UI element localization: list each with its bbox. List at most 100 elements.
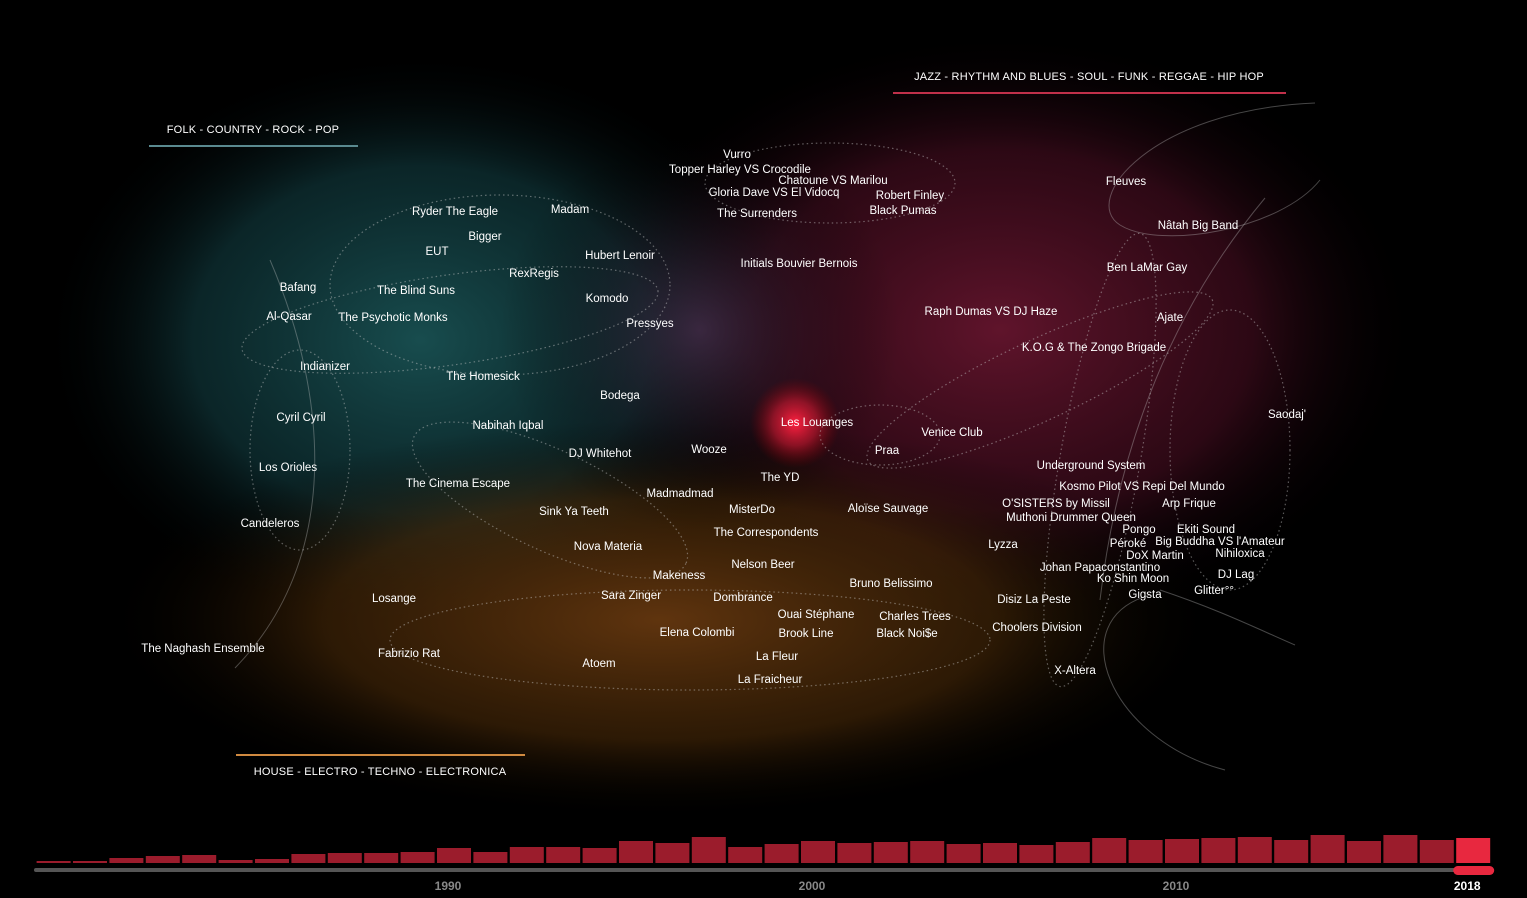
year-bar[interactable] [1019,845,1054,863]
artist-name[interactable]: Lyzza [988,539,1018,551]
artist-name[interactable]: Cyril Cyril [276,412,325,424]
artist-name[interactable]: Raph Dumas VS DJ Haze [925,306,1058,318]
artist-name[interactable]: Al-Qasar [266,311,312,323]
year-bar[interactable] [36,861,71,863]
artist-name[interactable]: Gigsta [1128,589,1162,601]
artist-name[interactable]: Choolers Division [992,622,1081,634]
year-bar[interactable] [145,856,180,863]
artist-name[interactable]: Chatoune VS Marilou [778,175,887,187]
artist-name[interactable]: Madam [551,204,589,216]
year-bar[interactable] [473,852,508,863]
year-bar[interactable] [327,853,362,863]
year-bar[interactable] [691,837,726,863]
year-bar[interactable] [619,841,653,863]
artist-name[interactable]: DJ Lag [1218,569,1254,581]
year-bar[interactable] [764,844,799,863]
artist-name[interactable]: Bafang [280,282,316,294]
artist-name[interactable]: Bodega [600,390,640,402]
artist-name[interactable]: Nova Materia [574,541,643,553]
artist-name[interactable]: Ouai Stéphane [778,609,855,621]
year-bar[interactable] [728,847,763,863]
artist-name[interactable]: DoX Martin [1126,550,1184,562]
artist-name[interactable]: Underground System [1037,460,1146,472]
artist-name[interactable]: Disiz La Peste [997,594,1071,606]
artist-name[interactable]: Indianizer [300,361,350,373]
year-bar[interactable] [1419,840,1454,863]
artist-name[interactable]: Sink Ya Teeth [539,506,609,518]
artist-name[interactable]: Pressyes [626,318,674,330]
artist-name[interactable]: Venice Club [921,427,982,439]
artist-name[interactable]: Losange [372,593,416,605]
artist-name[interactable]: La Fraicheur [738,674,803,686]
artist-name[interactable]: DJ Whitehot [569,448,632,460]
artist-name[interactable]: Ajate [1157,312,1183,324]
year-bar[interactable] [218,860,253,863]
artist-name[interactable]: Johan Papaconstantino [1040,562,1160,574]
artist-name[interactable]: Fleuves [1106,176,1147,188]
artist-name[interactable]: Vurro [723,149,751,161]
artist-name[interactable]: Big Buddha VS l'Amateur [1155,536,1285,548]
year-bar[interactable] [437,848,471,863]
artist-name[interactable]: The Blind Suns [377,285,455,297]
artist-name[interactable]: The Homesick [446,371,520,383]
artist-name[interactable]: Makeness [653,570,706,582]
artist-name[interactable]: Candeleros [241,518,300,530]
artist-name[interactable]: Black Noi$e [876,628,937,640]
year-bar[interactable] [364,853,399,863]
year-bar[interactable] [546,847,581,863]
year-bar[interactable] [1092,838,1127,863]
artist-name[interactable]: The Cinema Escape [406,478,510,490]
artist-name[interactable]: Pongo [1122,524,1155,536]
artist-name[interactable]: The Psychotic Monks [338,312,448,324]
artist-name[interactable]: Nihiloxica [1215,548,1265,560]
artist-name[interactable]: The Correspondents [714,527,819,539]
artist-name[interactable]: K.O.G & The Zongo Brigade [1022,342,1166,354]
artist-name[interactable]: Elena Colombi [660,627,735,639]
artist-name[interactable]: O'SISTERS by Missil [1002,498,1110,510]
year-bar[interactable] [655,843,690,863]
artist-name[interactable]: Nabihah Iqbal [473,420,544,432]
year-bar[interactable] [873,842,908,863]
artist-name[interactable]: Kosmo Pilot VS Repi Del Mundo [1059,481,1225,493]
artist-name[interactable]: Saodaj' [1268,409,1306,421]
artist-name[interactable]: Praa [875,445,900,457]
artist-name[interactable]: X-Altera [1054,665,1096,677]
artist-name[interactable]: Topper Harley VS Crocodile [669,164,811,176]
artist-name[interactable]: Arp Frique [1162,498,1216,510]
artist-name[interactable]: Charles Trees [879,611,951,623]
artist-name[interactable]: MisterDo [729,504,775,516]
year-bar[interactable] [291,854,326,863]
artist-name[interactable]: La Fleur [756,651,798,663]
year-bar[interactable] [509,847,544,863]
artist-name[interactable]: Bruno Belissimo [849,578,932,590]
year-bar[interactable] [1274,840,1309,863]
year-bar[interactable] [582,848,617,863]
year-selector[interactable] [1453,866,1495,875]
artist-name[interactable]: Nâtah Big Band [1158,220,1239,232]
artist-name[interactable]: The YD [761,472,800,484]
year-bar[interactable] [1383,835,1418,863]
artist-name[interactable]: Bigger [468,231,501,243]
year-bar[interactable] [109,858,144,863]
year-bar[interactable] [1310,835,1345,863]
year-bar[interactable] [400,852,435,863]
artist-name[interactable]: Glitter°° [1194,585,1234,597]
year-bar[interactable] [182,855,217,863]
year-bar[interactable] [1128,840,1163,863]
year-bar[interactable] [1237,837,1272,863]
year-bar[interactable] [1055,842,1090,863]
artist-name[interactable]: The Surrenders [717,208,797,220]
artist-name[interactable]: Dombrance [713,592,772,604]
year-bar[interactable] [837,843,872,863]
artist-name[interactable]: Ben LaMar Gay [1107,262,1188,274]
artist-name[interactable]: Komodo [586,293,629,305]
artist-name[interactable]: The Naghash Ensemble [141,643,264,655]
year-bar[interactable] [73,861,107,863]
artist-name[interactable]: Madmadmad [646,488,713,500]
artist-name[interactable]: Ryder The Eagle [412,206,498,218]
year-bar[interactable] [1165,839,1199,863]
year-bar[interactable] [1347,841,1381,863]
artist-name[interactable]: Les Louanges [781,417,854,429]
artist-name[interactable]: Ekiti Sound [1177,524,1235,536]
year-bar[interactable] [255,859,289,863]
